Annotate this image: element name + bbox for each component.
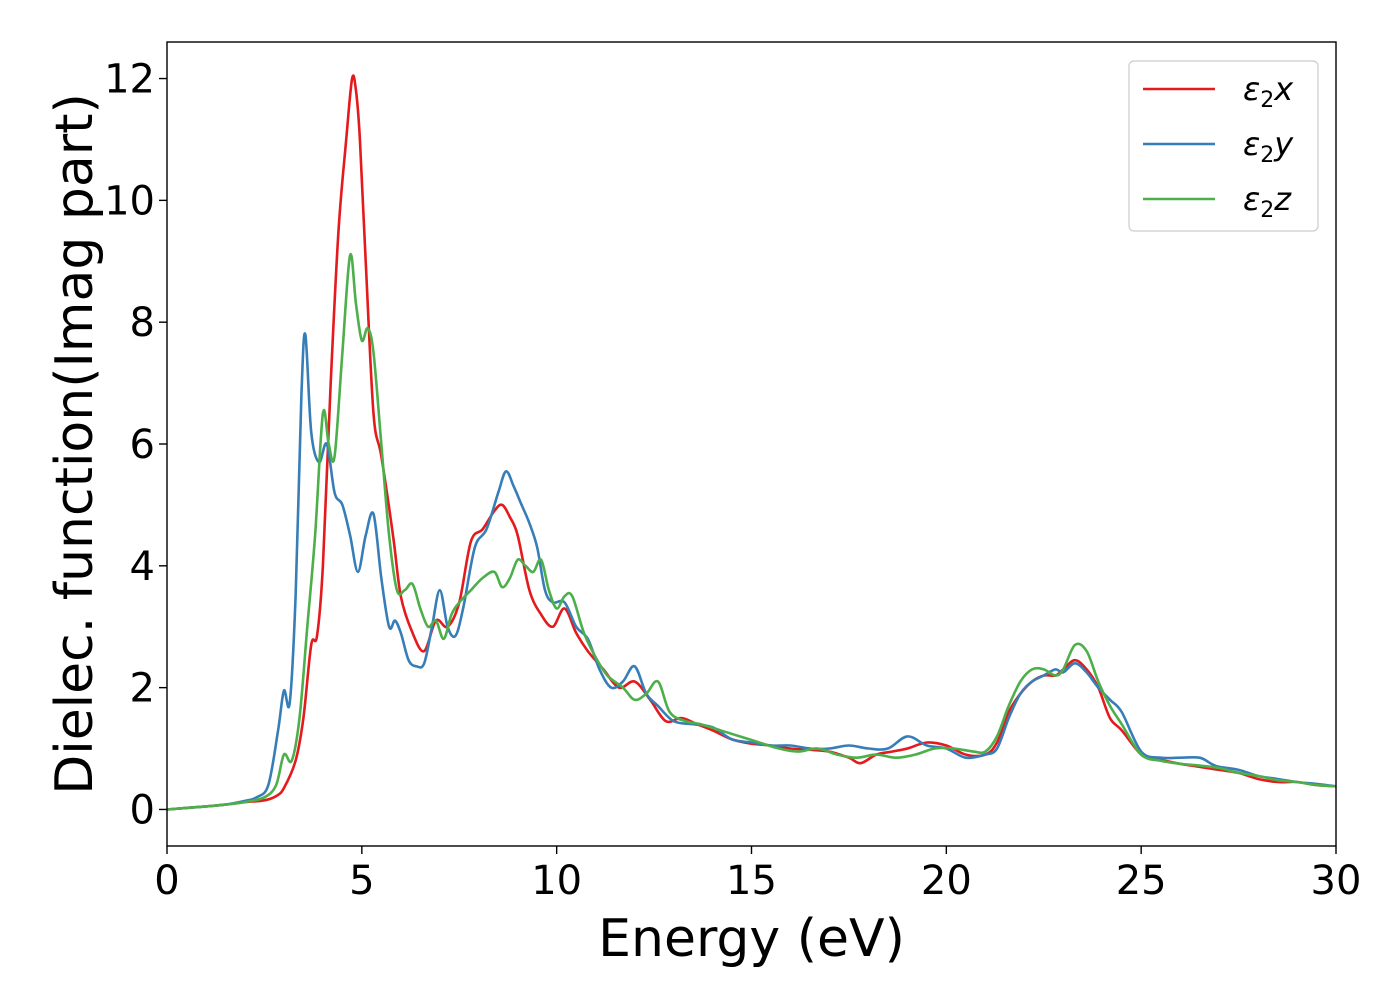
series-line-z: [167, 252, 1336, 811]
y-axis-label: Dielec. function(Imag part): [45, 93, 105, 795]
legend: ε2x ε2y ε2z: [1128, 60, 1319, 232]
legend-label: ε2y: [1243, 125, 1294, 168]
legend-box: [1128, 60, 1319, 232]
y-tick-label: 6: [130, 422, 155, 468]
y-tick-label: 12: [104, 57, 155, 103]
x-tick-label: 0: [154, 858, 179, 904]
x-tick-label: 25: [1116, 858, 1167, 904]
series-layer: [167, 74, 1336, 811]
x-tick-label: 20: [921, 858, 972, 904]
y-tick-label: 8: [130, 300, 155, 346]
x-axis-label: Energy (eV): [598, 909, 905, 969]
x-tick-label: 5: [349, 858, 374, 904]
x-tick-label: 15: [726, 858, 777, 904]
series-line-x: [167, 74, 1336, 811]
y-tick-label: 2: [130, 666, 155, 712]
y-tick-label: 10: [104, 178, 155, 224]
y-tick-label: 4: [130, 544, 155, 590]
x-tick-label: 30: [1311, 858, 1362, 904]
x-tick-label: 10: [531, 858, 582, 904]
legend-label: ε2x: [1243, 70, 1294, 113]
x-axis: 0 5 10 15 20 25 30: [154, 846, 1361, 904]
legend-label: ε2z: [1243, 180, 1292, 223]
y-tick-label: 0: [130, 787, 155, 833]
y-axis: 0 2 4 6 8 10 12: [104, 57, 167, 833]
